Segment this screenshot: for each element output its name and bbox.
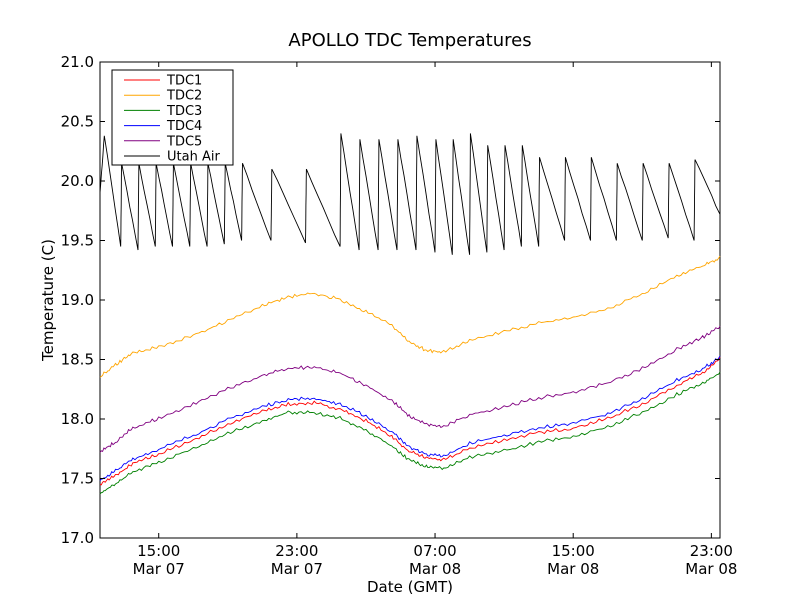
- series-line-tdc5: [99, 325, 721, 453]
- legend-label: Utah Air: [167, 150, 220, 165]
- series-line-utah-air: [99, 133, 721, 255]
- x-tick-label-time: 15:00: [552, 542, 595, 560]
- y-tick-label: 19.0: [61, 291, 94, 309]
- series-layer: [99, 133, 721, 495]
- series-line-tdc2: [99, 255, 721, 378]
- legend-label: TDC2: [166, 89, 202, 104]
- x-tick-label-time: 23:00: [690, 542, 733, 560]
- y-tick-label: 20.0: [61, 172, 94, 190]
- x-tick-label-date: Mar 08: [547, 560, 599, 578]
- x-tick-label-time: 07:00: [413, 542, 456, 560]
- x-tick-label-date: Mar 08: [409, 560, 461, 578]
- series-line-tdc1: [99, 356, 721, 486]
- legend-label: TDC4: [166, 119, 202, 134]
- x-tick-label-date: Mar 07: [271, 560, 323, 578]
- y-tick-label: 17.0: [61, 529, 94, 547]
- x-axis-label: Date (GMT): [367, 578, 453, 596]
- legend-box: [111, 69, 234, 166]
- series-line-tdc4: [99, 355, 721, 482]
- y-tick-label: 18.5: [61, 351, 94, 369]
- x-tick-label-time: 23:00: [275, 542, 318, 560]
- axes-layer: 17.0 17.5 18.0 18.5 19.0 19.5 20.0 20.5 21.0 15:0…: [61, 53, 738, 578]
- legend-label: TDC1: [166, 74, 202, 89]
- y-tick-label: 19.5: [61, 232, 94, 250]
- y-tick-label: 20.5: [61, 113, 94, 131]
- legend-label: TDC3: [166, 104, 202, 119]
- y-tick-label: 17.5: [61, 470, 94, 488]
- x-tick-label-time: 15:00: [137, 542, 180, 560]
- series-line-tdc3: [99, 371, 721, 495]
- y-tick-label: 21.0: [61, 53, 94, 71]
- x-tick-label-date: Mar 08: [685, 560, 737, 578]
- x-tick-label-date: Mar 07: [133, 560, 185, 578]
- chart-title: APOLLO TDC Temperatures: [288, 30, 531, 51]
- y-tick-label: 18.0: [61, 410, 94, 428]
- legend-label: TDC5: [166, 134, 202, 149]
- y-axis-label: Temperature (C): [39, 239, 57, 362]
